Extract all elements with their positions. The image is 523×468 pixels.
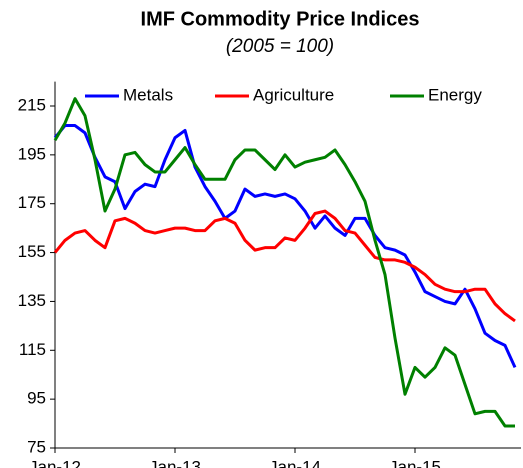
legend-label: Agriculture: [253, 85, 334, 104]
y-tick-label: 95: [27, 389, 46, 408]
chart-title: IMF Commodity Price Indices: [141, 8, 420, 30]
line-series: [53, 124, 517, 369]
x-tick-label: Jan-15: [389, 457, 441, 468]
y-tick-label: 175: [18, 193, 46, 212]
x-tick-label: Jan-13: [149, 457, 201, 468]
line-series: [53, 209, 516, 323]
y-tick-label: 195: [18, 144, 46, 163]
x-tick-label: Jan-14: [269, 457, 321, 468]
x-tick-label: Jan-12: [29, 457, 81, 468]
y-tick-label: 155: [18, 242, 46, 261]
y-tick-label: 135: [18, 291, 46, 310]
y-tick-label: 215: [18, 95, 46, 114]
y-tick-label: 75: [27, 437, 46, 456]
y-tick-label: 115: [19, 340, 46, 359]
legend-label: Metals: [123, 85, 173, 104]
chart-subtitle: (2005 = 100): [226, 36, 334, 57]
line-series: [53, 97, 515, 428]
legend-label: Energy: [428, 85, 482, 104]
